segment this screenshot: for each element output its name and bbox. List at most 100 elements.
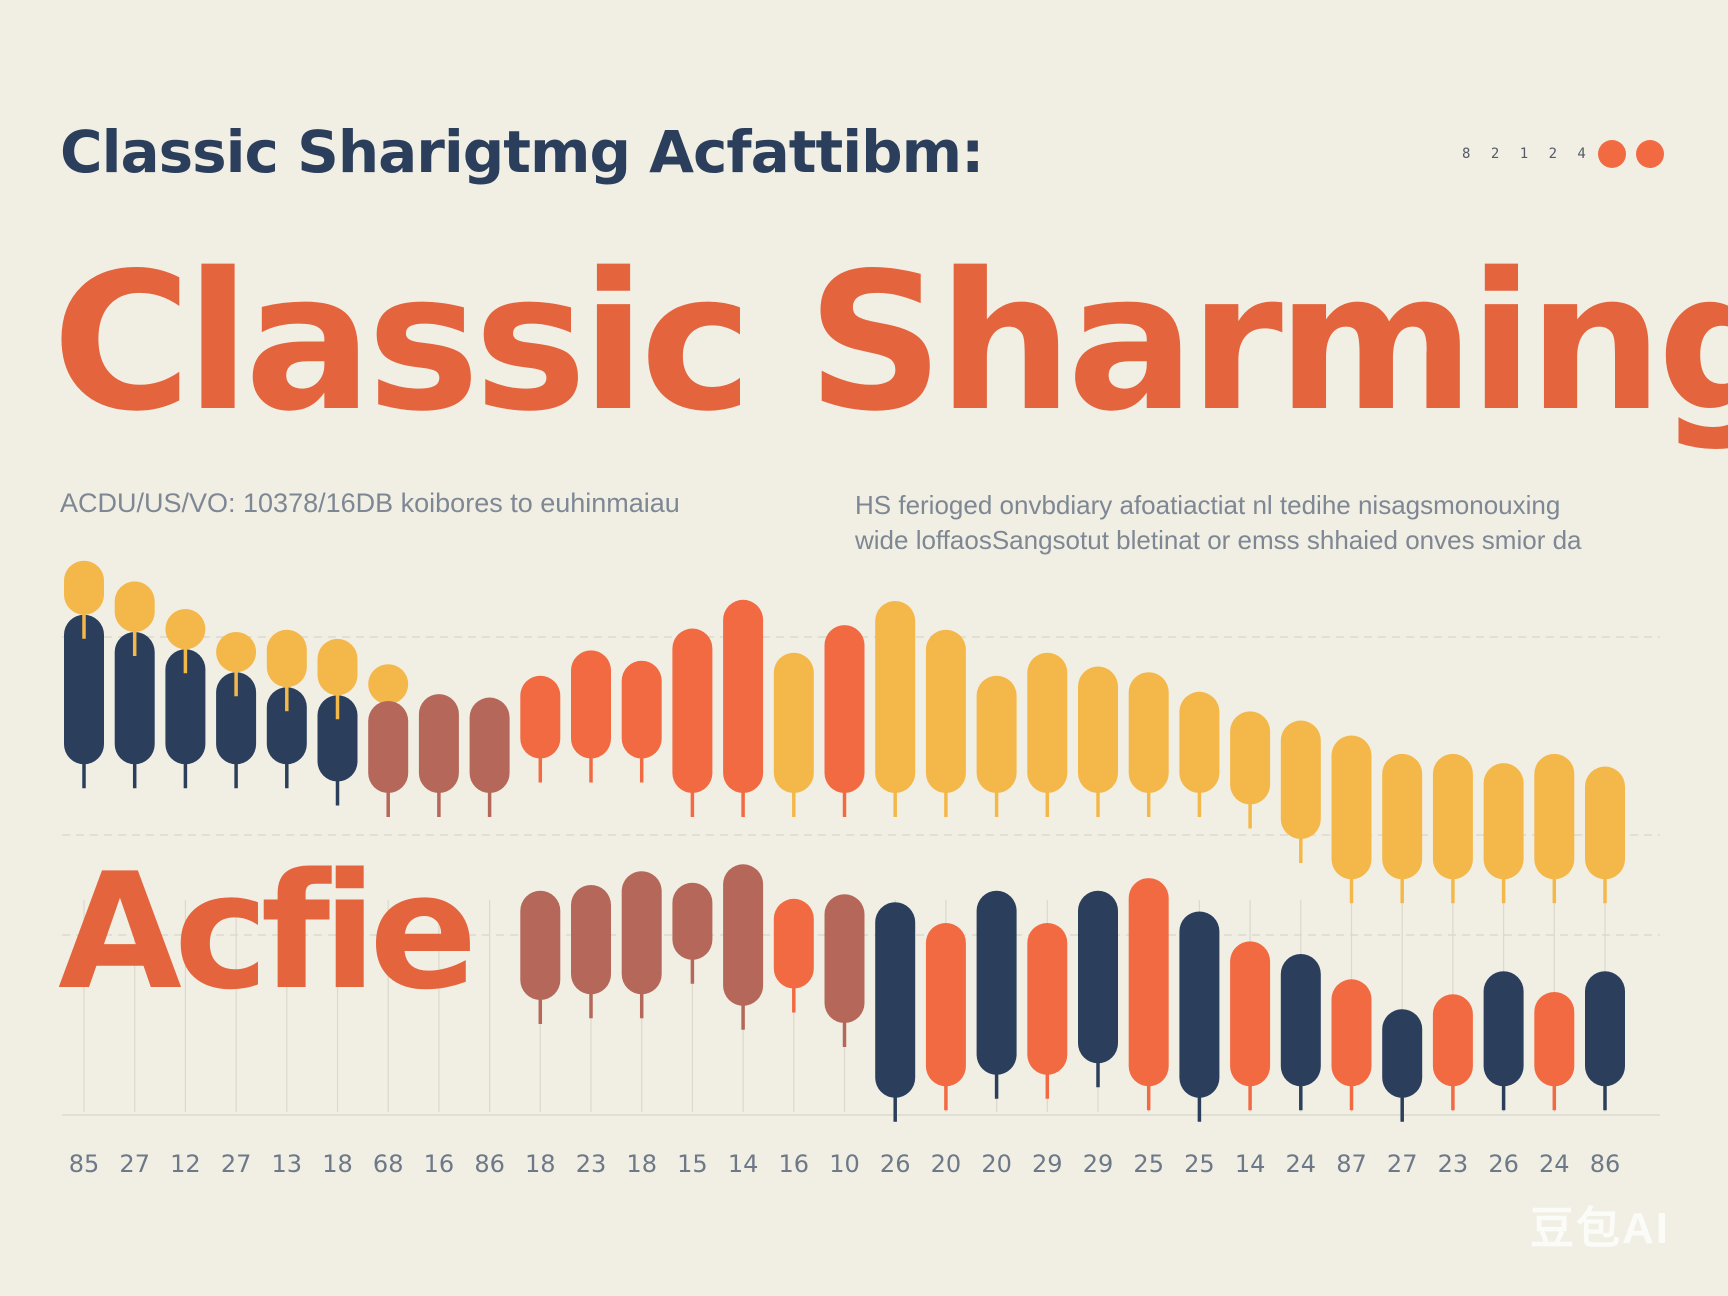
x-tick-label: 18: [626, 1150, 657, 1178]
x-tick-label: 87: [1336, 1150, 1367, 1178]
subtitle-right-line-1: HS ferioged onvbdiary afoatiactiat nl te…: [855, 490, 1561, 520]
bar: [418, 694, 459, 793]
subtitle-left: ACDU/US/VO: 10378/16DB koibores to euhin…: [60, 488, 680, 518]
bar: [976, 890, 1017, 1075]
bar: [1331, 735, 1372, 880]
bar: [266, 629, 307, 688]
bar: [368, 701, 409, 793]
bar: [672, 628, 713, 793]
x-tick-label: 24: [1286, 1150, 1317, 1178]
bar: [1230, 711, 1271, 805]
bar: [520, 890, 561, 1000]
x-tick-label: 16: [424, 1150, 455, 1178]
bar: [875, 902, 916, 1098]
x-tick-label: 86: [1590, 1150, 1621, 1178]
bar: [469, 697, 510, 793]
bar: [1382, 753, 1423, 880]
bar: [1331, 979, 1372, 1087]
bar: [165, 649, 206, 765]
bar: [1128, 672, 1169, 793]
bar: [1534, 991, 1575, 1087]
bar: [925, 922, 966, 1087]
bar: [1432, 994, 1473, 1087]
header-title: Classic Sharigtmg Acfattibm:: [60, 118, 984, 186]
bar: [571, 650, 611, 759]
x-tick-label: 18: [322, 1150, 353, 1178]
chart-overlay-text: Acfie: [58, 838, 478, 1025]
bar: [621, 660, 662, 759]
bar: [1027, 922, 1068, 1075]
bar: [317, 695, 358, 782]
x-tick-label: 27: [1387, 1150, 1418, 1178]
bar: [1280, 954, 1321, 1087]
x-tick-label: 27: [119, 1150, 150, 1178]
subtitle-right: HS ferioged onvbdiary afoatiactiat nl te…: [855, 488, 1665, 558]
bar: [64, 560, 104, 615]
bar: [216, 632, 257, 673]
dot-indicator-2: [1636, 140, 1664, 168]
bar: [114, 581, 155, 632]
x-tick-label: 27: [221, 1150, 252, 1178]
bar: [621, 871, 662, 995]
x-tick-label: 20: [981, 1150, 1012, 1178]
bar: [317, 638, 358, 696]
page-marker: 8 2 1 2 4: [1462, 146, 1592, 162]
x-tick-label: 25: [1133, 1150, 1164, 1178]
x-tick-label: 25: [1184, 1150, 1215, 1178]
x-tick-label: 16: [779, 1150, 810, 1178]
x-tick-label: 85: [69, 1150, 100, 1178]
bar: [875, 600, 916, 793]
subtitle-right-line-2: wide loffaosSangsotut bletinat or emss s…: [855, 525, 1582, 555]
bar: [1128, 878, 1169, 1087]
bar: [1230, 941, 1271, 1087]
x-tick-label: 14: [728, 1150, 759, 1178]
bar: [1078, 890, 1118, 1064]
x-tick-label: 20: [931, 1150, 962, 1178]
x-tick-label: 86: [474, 1150, 505, 1178]
bar: [1382, 1009, 1423, 1098]
bar: [1534, 753, 1575, 880]
bar: [64, 614, 104, 765]
bar: [1179, 691, 1220, 793]
watermark: 豆包AI: [1530, 1204, 1670, 1253]
bar: [165, 609, 206, 650]
bar: [824, 894, 865, 1023]
x-tick-label: 12: [170, 1150, 201, 1178]
x-tick-label: 26: [1488, 1150, 1519, 1178]
x-tick-label: 68: [373, 1150, 404, 1178]
x-tick-label: 26: [880, 1150, 911, 1178]
bar: [723, 864, 764, 1006]
bar: [1078, 666, 1118, 793]
bar: [1027, 652, 1068, 793]
x-tick-label: 23: [1438, 1150, 1469, 1178]
bar: [1483, 763, 1524, 880]
x-tick-label: 15: [677, 1150, 708, 1178]
bar: [1280, 720, 1321, 839]
x-tick-label: 29: [1032, 1150, 1063, 1178]
bar: [1432, 753, 1473, 880]
bar: [1585, 766, 1625, 880]
x-tick-label: 24: [1539, 1150, 1570, 1178]
dot-indicator-1: [1598, 140, 1626, 168]
x-tick-label: 23: [576, 1150, 607, 1178]
x-tick-label: 29: [1083, 1150, 1114, 1178]
bar: [368, 664, 409, 705]
bar: [773, 898, 814, 989]
bar: [672, 882, 713, 960]
x-tick-label: 18: [525, 1150, 556, 1178]
bar: [520, 675, 561, 759]
bar: [824, 625, 865, 793]
bar: [976, 675, 1017, 793]
x-tick-label: 10: [829, 1150, 860, 1178]
chart-x-axis: 85 27 12 27 13 18 68 16 86 18 23 18 15 14 16 10 26 20 20 29…: [69, 1150, 1621, 1178]
chart-bars: [64, 560, 1625, 1122]
bar: [1483, 971, 1524, 1087]
bar: [723, 599, 764, 793]
bar: [114, 632, 155, 765]
bar: [1585, 971, 1625, 1087]
headline: Classic Sharming: [52, 232, 1728, 453]
bar: [773, 652, 814, 793]
bar: [571, 885, 611, 995]
bar: [1179, 911, 1220, 1098]
